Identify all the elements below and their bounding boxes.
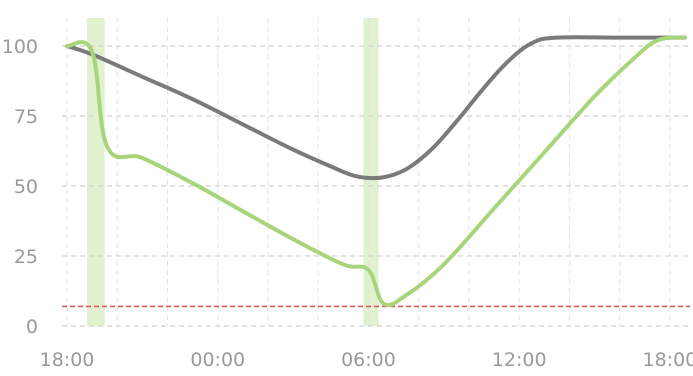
highlight-bands bbox=[87, 18, 379, 326]
grid bbox=[62, 18, 690, 327]
x-tick-label-3: 12:00 bbox=[492, 349, 547, 371]
y-tick-label-100: 100 bbox=[2, 36, 38, 58]
series-lines bbox=[65, 35, 687, 308]
x-tick-label-4: 18:00 bbox=[643, 349, 693, 371]
y-tick-label-0: 0 bbox=[26, 316, 38, 338]
x-axis-ticks: 18:00 00:00 06:00 12:00 18:00 bbox=[40, 349, 693, 371]
highlight-band-1 bbox=[363, 18, 379, 326]
y-tick-label-25: 25 bbox=[14, 246, 38, 268]
series-line-0 bbox=[65, 35, 687, 181]
y-tick-label-75: 75 bbox=[14, 106, 38, 128]
x-tick-label-0: 18:00 bbox=[40, 349, 95, 371]
x-tick-label-1: 00:00 bbox=[190, 349, 245, 371]
y-tick-label-50: 50 bbox=[14, 176, 38, 198]
series-line-1 bbox=[65, 35, 687, 308]
y-axis-ticks: 0 25 50 75 100 bbox=[2, 36, 38, 338]
x-tick-label-2: 06:00 bbox=[341, 349, 396, 371]
